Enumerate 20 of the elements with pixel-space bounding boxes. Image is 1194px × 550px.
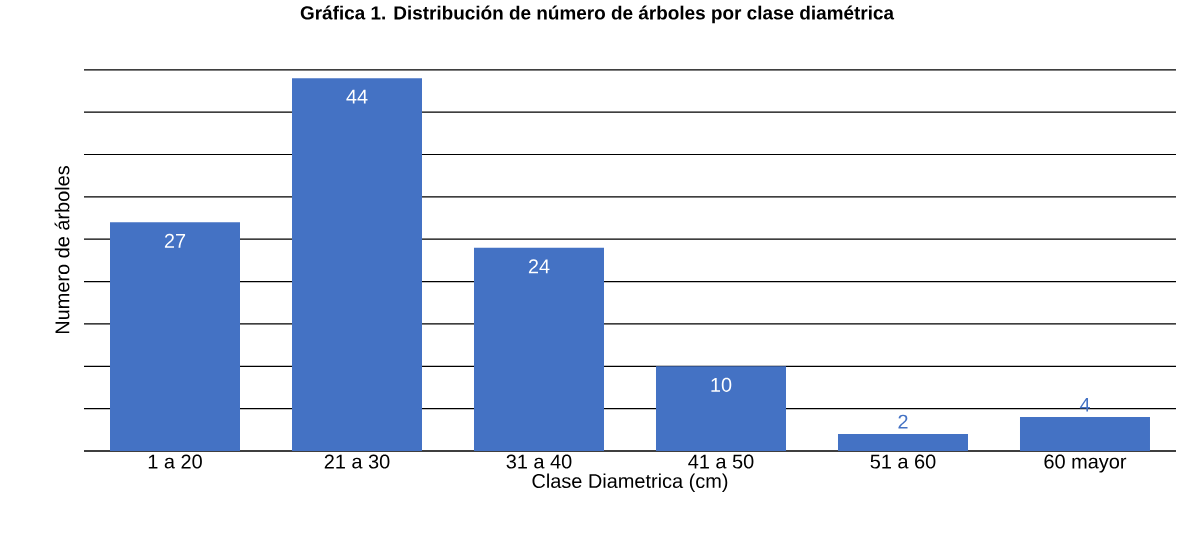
- bar: [292, 78, 422, 451]
- bar: [837, 434, 968, 451]
- data-label: 24: [528, 259, 550, 274]
- x-tick-label: 60 mayor: [1044, 454, 1127, 473]
- x-axis-title: Clase Diametrica (cm): [532, 473, 728, 492]
- chart-title: Gráfica 1. Distribución de número de árboles por clase diamétrica: [300, 5, 895, 24]
- data-label: 44: [346, 89, 368, 104]
- data-label: 10: [711, 377, 732, 392]
- data-label: 2: [898, 414, 908, 429]
- bar: [1019, 417, 1150, 451]
- x-tick-label: 21 a 30: [324, 454, 390, 469]
- x-tick-label: 41 a 50: [688, 454, 754, 469]
- bar: [656, 366, 786, 451]
- bar: [110, 222, 240, 451]
- x-tick-label: 1 a 20: [148, 454, 202, 469]
- data-label: 27: [164, 233, 186, 248]
- y-axis-title: Numero de árboles: [54, 166, 70, 334]
- x-tick-label: 31 a 40: [506, 454, 572, 469]
- bar: [474, 247, 604, 451]
- x-tick-label: 51 a 60: [870, 454, 936, 469]
